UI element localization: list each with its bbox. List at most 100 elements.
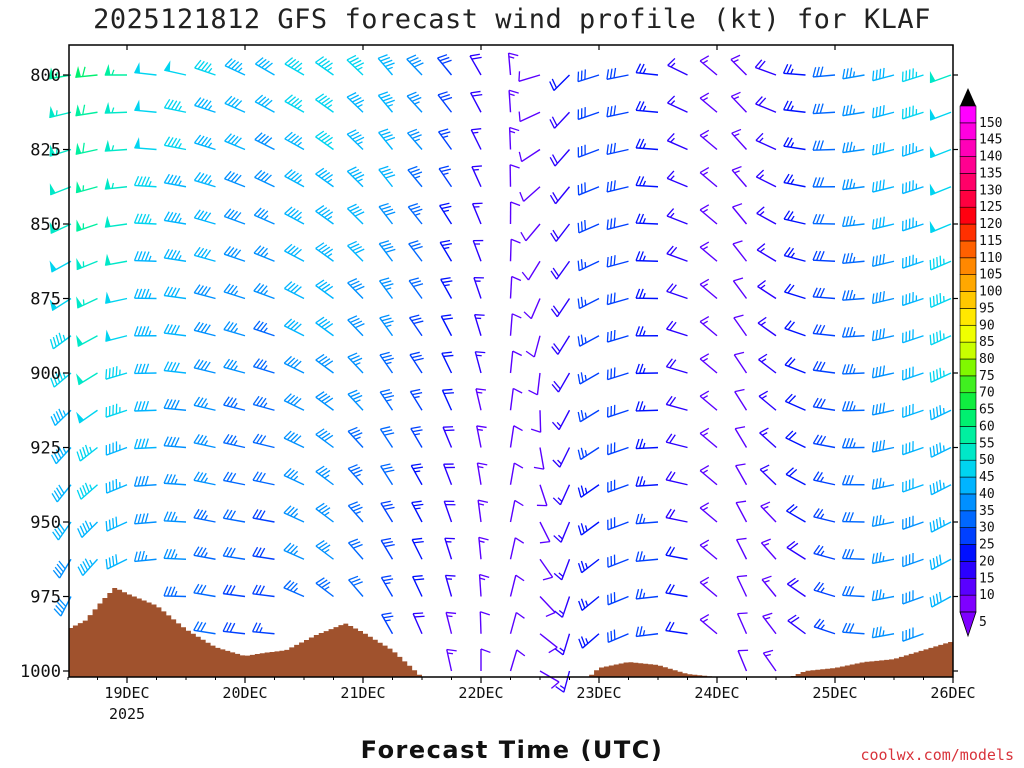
wind-barb [48, 67, 72, 80]
x-tick-label: 26DEC [930, 684, 975, 702]
wind-barb [76, 334, 98, 347]
wind-barb [315, 242, 334, 262]
y-tick-label: 825 [30, 141, 61, 161]
wind-barb [284, 94, 305, 113]
wind-barb [76, 372, 98, 386]
colorbar-tick-label: 35 [979, 504, 995, 519]
wind-barb [193, 471, 216, 486]
wind-barb [76, 296, 98, 309]
wind-barb [224, 58, 246, 76]
colorbar-swatch [959, 409, 977, 427]
wind-barb [478, 536, 489, 560]
wind-barb [163, 136, 187, 151]
colorbar-tick-label: 140 [979, 150, 1002, 165]
wind-barb [755, 169, 777, 188]
wind-barb [283, 542, 305, 560]
wind-barb [901, 329, 924, 344]
wind-barb [841, 622, 865, 635]
wind-barb [699, 55, 718, 76]
wind-barb [736, 575, 748, 597]
wind-barb [252, 395, 275, 411]
wind-barb [871, 328, 895, 342]
wind-barb [842, 67, 865, 80]
wind-barb [444, 574, 456, 597]
wind-barb [252, 433, 275, 449]
wind-barb [105, 516, 128, 532]
wind-barb [665, 583, 688, 598]
wind-barb [756, 243, 777, 262]
wind-barb [699, 316, 718, 337]
colorbar-swatch [959, 392, 977, 410]
wind-barb [699, 204, 718, 225]
wind-barb [105, 366, 128, 380]
wind-barb [475, 388, 487, 411]
wind-barb [381, 612, 394, 635]
wind-barb [49, 144, 72, 157]
wind-barb [347, 389, 364, 411]
wind-barb [509, 537, 525, 560]
wind-barb [252, 546, 275, 560]
wind-barb [223, 358, 246, 374]
wind-barb [77, 558, 99, 577]
wind-barb [478, 573, 490, 597]
wind-barb [553, 559, 571, 581]
wind-barb [812, 177, 836, 188]
wind-barb [929, 442, 952, 458]
wind-barb [699, 167, 718, 188]
wind-barb [871, 589, 895, 602]
wind-barb [606, 180, 629, 193]
wind-barb [347, 352, 364, 374]
wind-barb [733, 351, 748, 374]
y-tick-label: 1000 [20, 662, 61, 682]
wind-barb [553, 521, 571, 543]
wind-barb [784, 393, 806, 411]
wind-barb [520, 223, 541, 242]
wind-barb [731, 128, 748, 150]
wind-barb [378, 165, 396, 188]
wind-barb [75, 65, 98, 78]
wind-barb [163, 211, 187, 225]
wind-barb [223, 321, 246, 337]
wind-barb [841, 548, 865, 560]
y-tick-label: 925 [30, 439, 61, 459]
wind-barb [635, 138, 659, 151]
wind-barb [315, 316, 334, 337]
wind-barb [440, 314, 453, 337]
wind-barb [872, 142, 895, 156]
wind-barb [929, 145, 952, 159]
wind-barb [699, 92, 718, 113]
wind-barb [757, 316, 777, 337]
wind-barb [283, 430, 305, 449]
wind-barb [731, 165, 748, 188]
wind-barb [518, 148, 541, 163]
wind-barb [509, 313, 522, 336]
wind-barb [380, 537, 395, 560]
wind-barb [666, 133, 688, 151]
wind-barb [163, 586, 187, 598]
colorbar-tick-label: 5 [979, 615, 987, 630]
colorbar-tick-label: 110 [979, 251, 1002, 266]
y-tick-label: 800 [30, 66, 61, 86]
wind-barb [635, 326, 659, 337]
wind-barb [105, 478, 128, 494]
wind-barb [346, 203, 365, 225]
wind-barb [163, 286, 187, 300]
y-tick-label: 900 [30, 364, 61, 384]
wind-barb [133, 475, 157, 487]
wind-barb [871, 253, 895, 268]
wind-barb [607, 592, 629, 606]
wind-barb [755, 132, 777, 151]
wind-barb [49, 105, 72, 119]
x-axis: 19DEC 2025 20DEC 21DEC 22DEC 23DEC 24DEC 25DEC 2… [67, 45, 976, 723]
wind-barb [104, 139, 128, 152]
wind-barb [347, 538, 364, 560]
wind-barb [523, 298, 541, 320]
colorbar-swatch [959, 308, 977, 326]
wind-barb [666, 170, 688, 188]
x-tick-year-label: 2025 [109, 705, 145, 723]
colorbar-tick-label: 95 [979, 301, 995, 316]
wind-barb [193, 583, 216, 598]
wind-barb [783, 173, 806, 188]
wind-barb [577, 69, 600, 83]
